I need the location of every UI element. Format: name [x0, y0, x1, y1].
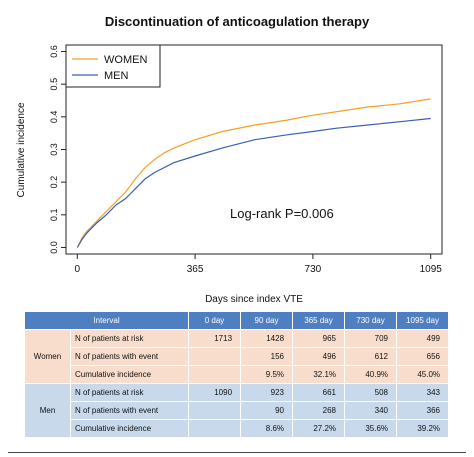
row-label: Cumulative incidence — [69, 365, 190, 384]
table-cell — [188, 419, 242, 438]
km-chart: Discontinuation of anticoagulation thera… — [16, 14, 443, 305]
series-layer — [76, 98, 431, 248]
table-row: Cumulative incidence 9.5% 32.1% 40.9% 45… — [25, 365, 450, 384]
table-cell: 39.2% — [396, 419, 450, 438]
table-row: Men N of patients at risk 1090 923 661 5… — [24, 383, 450, 438]
y-axis: 0.0 0.1 0.2 0.3 0.4 0.5 0.6 — [49, 45, 66, 254]
y-tick-label: 0.2 — [49, 176, 59, 189]
legend: WOMEN MEN — [65, 44, 161, 88]
table-cell: 45.0% — [396, 365, 450, 384]
x-tick-label: 1095 — [420, 264, 443, 275]
table-cell: 268 — [292, 401, 346, 420]
table-cell: 366 — [396, 401, 450, 420]
table-cell: 40.9% — [344, 365, 398, 384]
table-cell: 508 — [344, 383, 398, 402]
table-cell: 27.2% — [292, 419, 346, 438]
header-interval: Interval — [23, 311, 190, 330]
x-axis-label: Days since index VTE — [205, 294, 303, 305]
group-label-men: Men — [24, 383, 71, 438]
table-row: N of patients with event 90 268 340 366 — [25, 401, 450, 420]
row-label: N of patients at risk — [69, 329, 190, 348]
row-label: Cumulative incidence — [69, 419, 190, 438]
chart-annotation: Log-rank P=0.006 — [230, 206, 334, 221]
series-line-women — [76, 98, 431, 248]
table-cell: 1428 — [240, 329, 294, 348]
risk-table: Interval 0 day 90 day 365 day 730 day 10… — [23, 311, 450, 438]
header-90-day: 90 day — [240, 311, 294, 330]
row-label: N of patients at risk — [69, 383, 190, 402]
table-header-row: Interval 0 day 90 day 365 day 730 day 10… — [23, 311, 450, 330]
legend-label-women: WOMEN — [104, 54, 147, 66]
table-cell — [188, 401, 242, 420]
header-730-day: 730 day — [344, 311, 398, 330]
y-tick-label: 0.0 — [49, 241, 59, 254]
legend-label-men: MEN — [104, 70, 129, 82]
table-row: Cumulative incidence 8.6% 27.2% 35.6% 39… — [25, 419, 450, 438]
table-cell: 156 — [240, 347, 294, 366]
table-cell: 661 — [292, 383, 346, 402]
chart-title: Discontinuation of anticoagulation thera… — [105, 14, 370, 29]
y-axis-label: Cumulative incidence — [16, 102, 27, 197]
table-cell: 90 — [240, 401, 294, 420]
series-line-men — [76, 117, 431, 248]
table-cell: 340 — [344, 401, 398, 420]
y-tick-label: 0.3 — [49, 143, 59, 156]
group-label-women: Women — [24, 329, 71, 384]
y-tick-label: 0.5 — [49, 78, 59, 91]
y-tick-label: 0.1 — [49, 209, 59, 222]
bottom-rule — [8, 452, 466, 453]
table-cell: 8.6% — [240, 419, 294, 438]
legend-box — [65, 44, 161, 88]
table-cell: 32.1% — [292, 365, 346, 384]
header-0-day: 0 day — [188, 311, 242, 330]
table-row: N of patients with event 156 496 612 656 — [25, 347, 450, 366]
table-cell: 9.5% — [240, 365, 294, 384]
header-1095-day: 1095 day — [396, 311, 450, 330]
row-label: N of patients with event — [69, 347, 190, 366]
table-cell: 709 — [344, 329, 398, 348]
header-365-day: 365 day — [292, 311, 346, 330]
table-cell: 656 — [396, 347, 450, 366]
row-label: N of patients with event — [69, 401, 190, 420]
table-cell: 1713 — [188, 329, 242, 348]
x-axis: 0 365 730 1095 — [75, 254, 443, 275]
table-cell: 343 — [396, 383, 450, 402]
y-tick-label: 0.4 — [49, 111, 59, 124]
table-cell: 499 — [396, 329, 450, 348]
y-tick-label: 0.6 — [49, 45, 59, 58]
table-cell: 1090 — [188, 383, 242, 402]
table-cell: 35.6% — [344, 419, 398, 438]
table-cell: 965 — [292, 329, 346, 348]
table-cell: 496 — [292, 347, 346, 366]
table-cell: 923 — [240, 383, 294, 402]
x-tick-label: 730 — [305, 264, 322, 275]
table-cell — [188, 365, 242, 384]
x-tick-label: 0 — [75, 264, 81, 275]
x-tick-label: 365 — [187, 264, 204, 275]
table-cell — [188, 347, 242, 366]
table-cell: 612 — [344, 347, 398, 366]
table-row: Women N of patients at risk 1713 1428 96… — [24, 329, 450, 384]
